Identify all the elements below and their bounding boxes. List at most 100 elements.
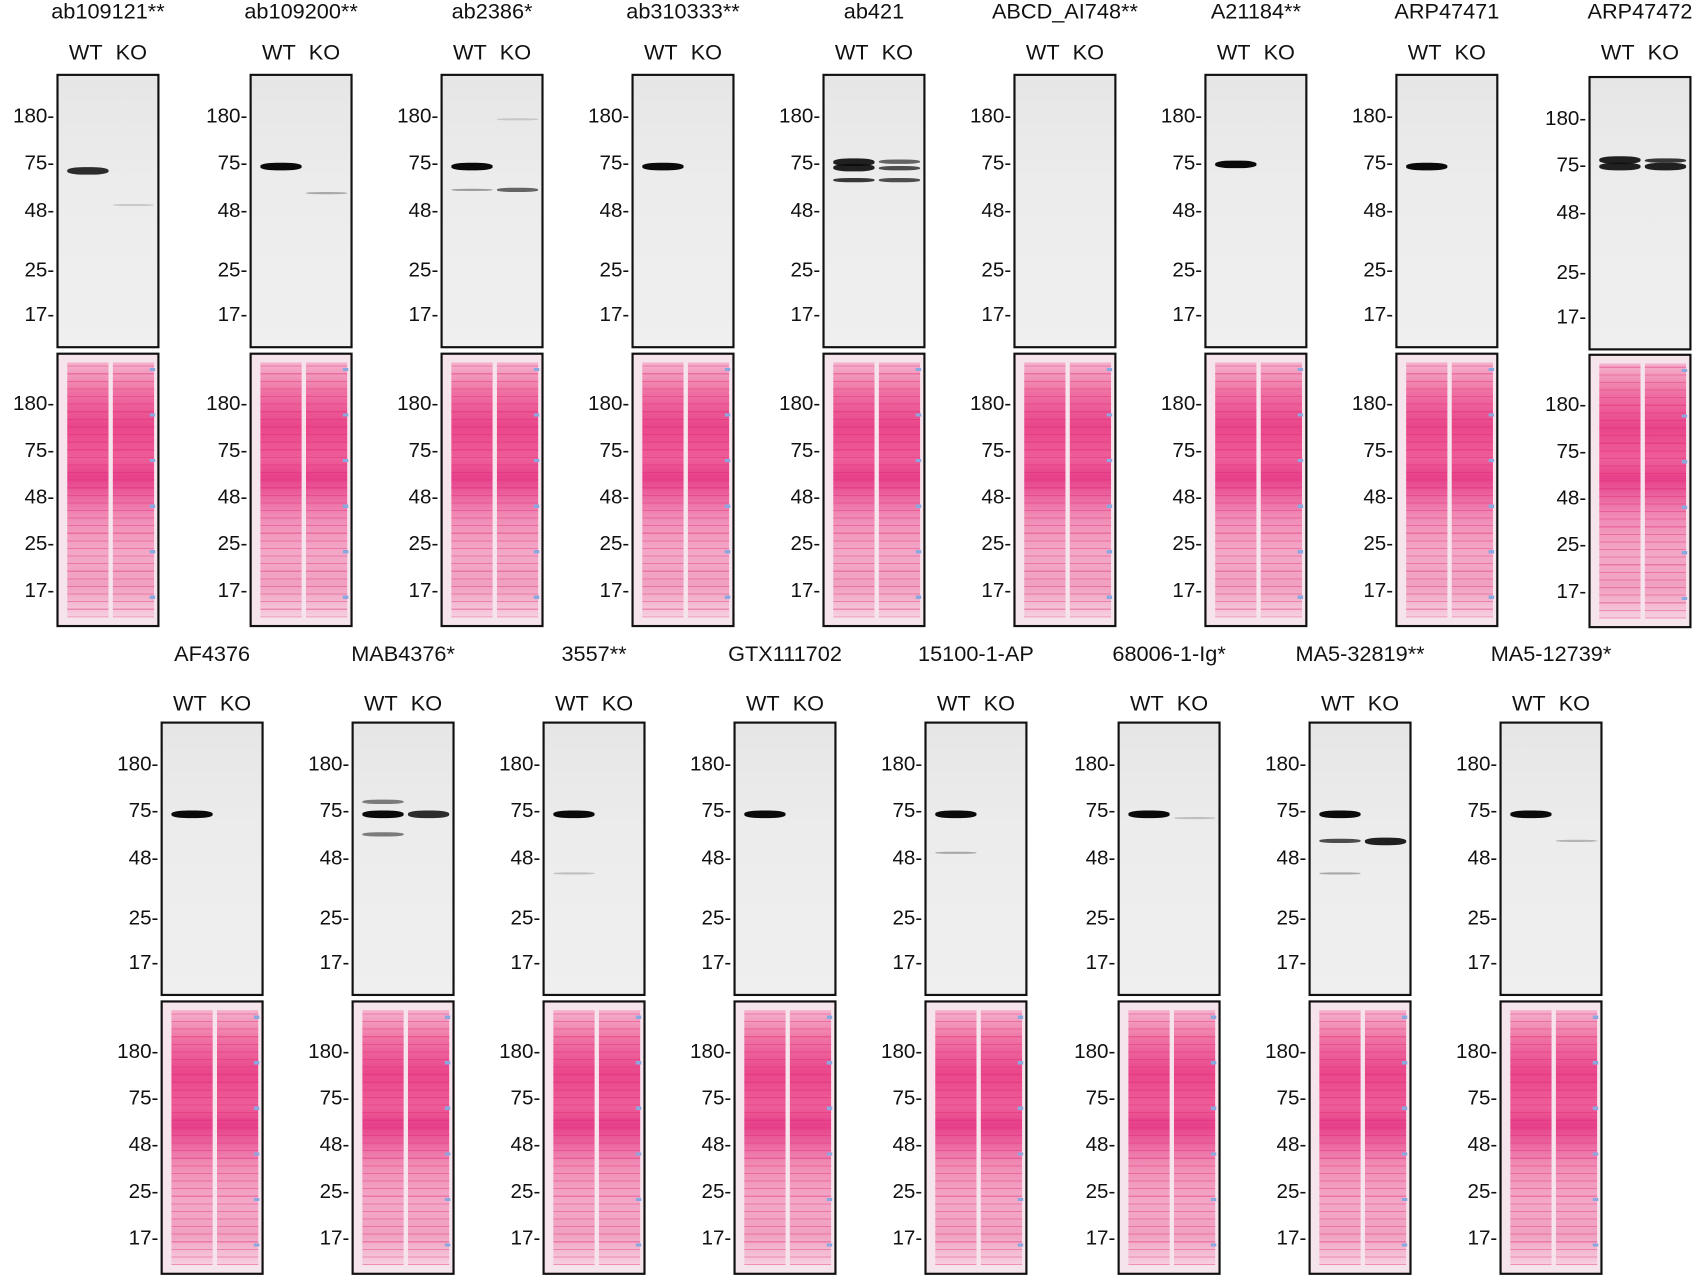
antibody-label: ab109200** [244,0,358,24]
marker-label: 180- [206,392,248,416]
ponceau-lane-wt [1128,1010,1170,1265]
marker-label: 48- [981,199,1012,222]
ponceau-stain-panel [440,352,544,628]
ponceau-stain-panel [56,352,160,628]
marker-label: 75- [510,800,541,823]
immunoblot-panel [924,721,1028,997]
marker-label: 180- [206,105,248,129]
antibody-label: ab310333** [626,0,740,24]
marker-label: 48- [24,199,55,222]
marker-label: 17- [1085,1227,1116,1251]
ponceau-lane-ko [598,1010,641,1265]
lane-label-ko: KO [690,41,723,66]
protein-band [553,810,595,819]
marker-label: 180- [690,1040,732,1064]
marker-label: 75- [981,439,1012,463]
marker-label: 25- [892,1180,923,1204]
lane-label-wt: WT [1216,41,1251,66]
lane-label-ko: KO [1454,41,1486,66]
protein-band [553,872,595,875]
immunoblot-panel [1395,73,1499,349]
marker-label: 48- [510,1133,541,1157]
marker-label: 75- [1172,152,1203,176]
marker-label: 180- [1545,107,1587,131]
antibody-label: ab109121** [51,0,165,24]
protein-band [833,157,875,166]
molecular-weight-ladder [1210,1016,1217,1260]
protein-band [362,832,404,837]
marker-label: 25- [319,907,350,931]
marker-label: 17- [510,1227,541,1251]
marker-label: 48- [408,486,439,509]
immunoblot-panel [56,73,160,349]
marker-label: 180- [308,753,350,777]
molecular-weight-ladder [342,368,349,612]
protein-band [1319,872,1361,875]
marker-label: 48- [981,486,1012,509]
marker-label: 17- [981,579,1012,603]
marker-label: 17- [892,1227,923,1251]
lane-label-wt: WT [68,41,103,66]
marker-label: 75- [128,1087,159,1111]
ponceau-lane-wt [1024,362,1066,617]
ponceau-lane-ko [1260,362,1302,617]
marker-label: 48- [1172,486,1203,509]
molecular-weight-ladder [1297,368,1304,612]
ponceau-lane-wt [260,362,302,617]
lane-label-wt: WT [1407,41,1442,66]
molecular-weight-ladder [1401,1016,1408,1260]
protein-band [1510,810,1552,819]
ponceau-lane-ko [687,362,730,617]
lane-labels: WT KO [548,692,639,717]
immunoblot-panel [249,73,353,349]
marker-label: 48- [701,1133,732,1157]
marker-label: 25- [981,259,1012,283]
marker-label: 180- [1265,1040,1307,1064]
protein-band [642,162,684,171]
ponceau-lane-wt [1215,362,1257,617]
protein-band [305,192,348,195]
protein-band [67,167,109,175]
marker-label: 17- [790,303,821,327]
protein-band [744,810,786,819]
marker-label: 25- [128,1180,159,1204]
antibody-label: ab421 [843,0,905,24]
marker-label: 25- [790,259,821,283]
marker-label: 75- [599,439,630,463]
marker-label: 17- [790,579,821,603]
marker-label: 180- [969,392,1012,416]
protein-band [878,159,921,164]
marker-label: 25- [701,1180,732,1204]
immunoblot-panel [1499,721,1603,997]
marker-label: 25- [892,907,923,931]
molecular-weight-ladder [533,368,540,612]
molecular-weight-ladder [149,368,156,612]
lane-labels: WT KO [637,41,728,66]
lane-label-ko: KO [1072,41,1104,66]
lane-labels: WT KO [930,692,1021,717]
ponceau-stain-panel [1204,352,1308,628]
antibody-label: ab2386* [451,0,533,24]
marker-label: 25- [599,259,630,283]
immunoblot-panel [733,721,837,997]
lane-label-ko: KO [792,692,825,717]
marker-label: 75- [790,439,821,463]
lane-label-wt: WT [452,41,487,66]
marker-label: 17- [892,951,923,974]
lane-label-wt: WT [173,692,207,717]
marker-label: 17- [1276,951,1307,974]
protein-band [171,810,213,819]
marker-label: 48- [1276,1133,1307,1157]
lane-labels: WT KO [358,692,449,717]
ponceau-lane-wt [1599,363,1641,618]
marker-label: 75- [1276,800,1307,823]
lane-label-ko: KO [1647,41,1680,66]
protein-band [407,810,450,819]
protein-band [112,203,155,206]
antibody-label: GTX111702 [728,642,842,667]
marker-label: 25- [790,532,821,556]
marker-label: 75- [1276,1087,1307,1111]
ponceau-stain-panel [542,1000,646,1275]
ponceau-lane-ko [789,1010,832,1265]
marker-label: 75- [892,1087,923,1111]
